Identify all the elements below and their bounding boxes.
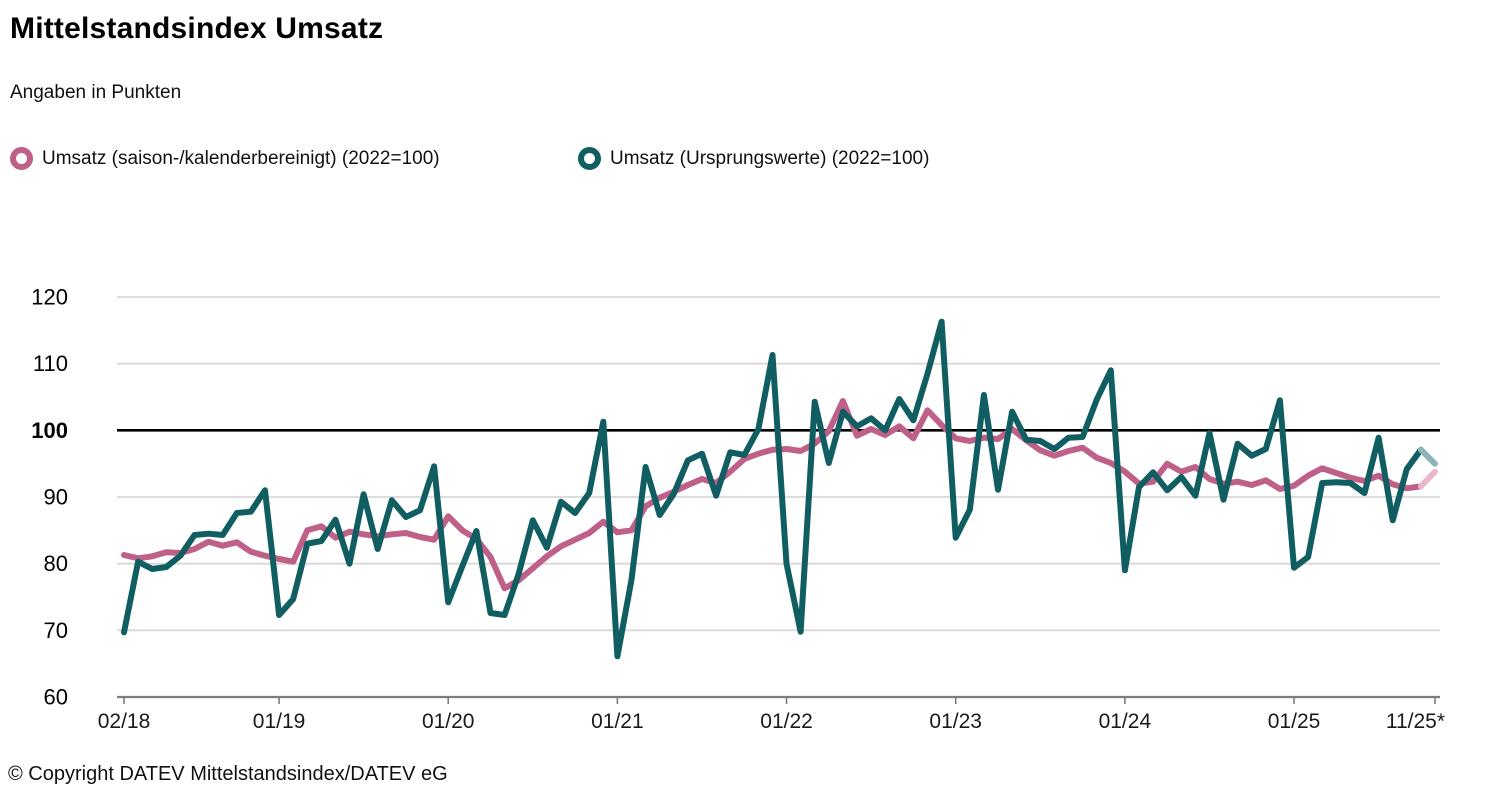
series-line-ursprungswerte-preliminary xyxy=(1417,446,1438,467)
y-axis-tick-label: 120 xyxy=(31,285,68,310)
line-chart: 60 70 80 90 100 110 120 02/18 01/19 01/20 01/21 01/… xyxy=(31,285,1445,734)
legend-label-ursprungswerte: Umsatz (Ursprungswerte) (2022=100) xyxy=(610,147,930,169)
x-axis-tick-label: 01/23 xyxy=(929,710,982,733)
x-axis-tick-label: 01/20 xyxy=(422,710,475,733)
copyright-note: © Copyright DATEV Mittelstandsindex/DATE… xyxy=(8,763,448,785)
legend-item-ursprungswerte: Umsatz (Ursprungswerte) (2022=100) xyxy=(578,147,929,170)
x-axis-tick-label: 01/25 xyxy=(1268,710,1321,733)
page-title: Mittelstandsindex Umsatz xyxy=(10,12,384,45)
x-axis-tick-label: 01/24 xyxy=(1099,710,1152,733)
legend-label-saisonbereinigt: Umsatz (saison-/kalenderbereinigt) (2022… xyxy=(42,147,440,169)
x-axis-tick-label: 01/19 xyxy=(253,710,306,733)
y-axis-tick-label: 80 xyxy=(44,551,68,576)
chart-subtitle: Angaben in Punkten xyxy=(10,82,182,103)
x-axis-tick-label: 11/25* xyxy=(1386,710,1445,733)
legend-item-saisonbereinigt: Umsatz (saison-/kalenderbereinigt) (2022… xyxy=(10,147,440,170)
series-line-ursprungswerte xyxy=(121,318,1424,660)
legend: Umsatz (saison-/kalenderbereinigt) (2022… xyxy=(0,147,1500,175)
x-axis-tick-label: 01/21 xyxy=(591,710,644,733)
y-axis-tick-label: 60 xyxy=(44,685,68,710)
series-line-saisonbereinigt-preliminary xyxy=(1417,468,1438,490)
x-axis-tick-label: 02/18 xyxy=(98,710,151,733)
y-axis-tick-label: 110 xyxy=(33,351,68,376)
y-axis-tick-label: 90 xyxy=(44,485,68,510)
y-axis-tick-label: 70 xyxy=(44,618,68,643)
y-axis-tick-label: 100 xyxy=(31,418,68,443)
legend-ring-icon xyxy=(10,147,33,170)
x-axis-tick-label: 01/22 xyxy=(760,710,813,733)
legend-ring-icon xyxy=(578,147,601,170)
